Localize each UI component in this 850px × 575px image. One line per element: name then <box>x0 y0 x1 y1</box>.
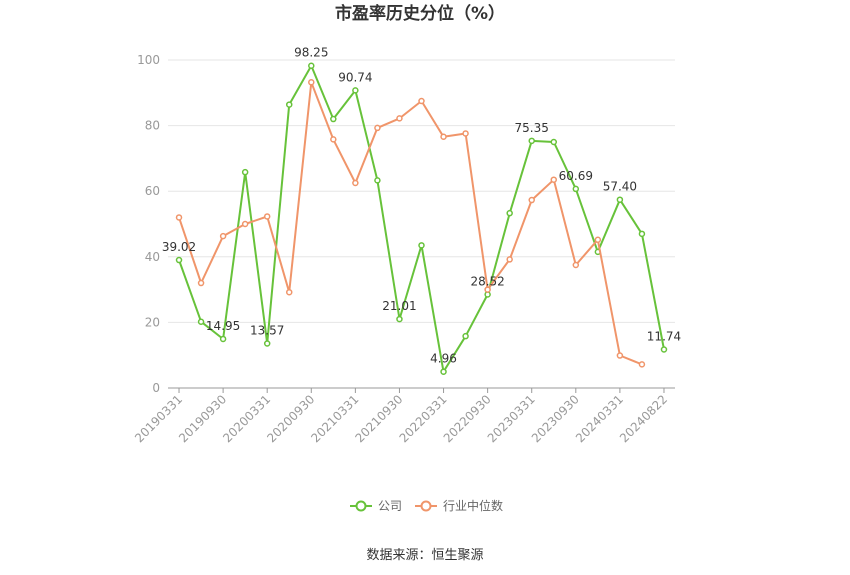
data-point <box>330 115 337 123</box>
data-point <box>616 196 624 203</box>
data-point <box>285 101 293 108</box>
data-label: 21.01 <box>382 299 416 313</box>
data-label: 28.52 <box>470 274 504 288</box>
data-point <box>484 286 491 293</box>
data-point <box>528 196 535 204</box>
data-point <box>638 361 646 368</box>
data-point <box>594 236 602 243</box>
data-point <box>219 335 227 343</box>
data-point <box>550 176 558 183</box>
y-tick-label: 60 <box>145 184 160 198</box>
data-point <box>197 318 205 325</box>
data-label: 14.95 <box>206 319 240 333</box>
data-point <box>396 115 403 122</box>
data-point <box>241 168 249 176</box>
data-label: 75.35 <box>515 121 549 135</box>
grid <box>168 59 675 323</box>
data-point <box>241 220 249 228</box>
data-point <box>506 256 513 263</box>
legend-label: 行业中位数 <box>443 498 503 513</box>
data-point <box>616 352 624 359</box>
data-point <box>462 130 469 137</box>
y-tick-label: 40 <box>145 250 160 264</box>
data-source: 数据来源：恒生聚源 <box>366 548 483 563</box>
data-point <box>308 79 315 86</box>
data-point <box>330 136 337 143</box>
data-point <box>285 288 293 296</box>
data-point <box>175 256 183 264</box>
y-tick-label: 100 <box>137 53 160 67</box>
data-point <box>440 368 447 375</box>
y-tick-label: 0 <box>152 381 160 395</box>
data-label: 57.40 <box>603 180 637 194</box>
y-tick-label: 80 <box>145 119 160 133</box>
data-point <box>528 137 535 145</box>
data-point <box>197 279 205 287</box>
x-tick-label: 20240822 <box>617 392 670 445</box>
legend-marker <box>355 500 367 512</box>
data-label: 11.74 <box>647 329 681 343</box>
data-point <box>175 214 183 221</box>
data-point <box>374 177 381 184</box>
series <box>175 62 668 375</box>
data-point <box>506 209 513 217</box>
legend-label: 公司 <box>378 499 402 513</box>
series-line <box>178 81 643 366</box>
data-point <box>352 87 359 94</box>
data-point <box>263 340 271 347</box>
data-point <box>219 232 227 240</box>
data-point <box>550 138 558 146</box>
data-point <box>572 261 580 269</box>
data-point <box>263 213 271 220</box>
data-point <box>572 185 580 193</box>
legend-item[interactable]: 公司 <box>350 499 402 513</box>
data-point <box>418 242 425 249</box>
legend-marker <box>420 500 432 512</box>
data-point <box>660 346 668 353</box>
data-point <box>462 332 469 340</box>
y-tick-label: 20 <box>145 315 160 329</box>
data-label: 90.74 <box>338 70 372 84</box>
data-label: 4.96 <box>430 352 457 366</box>
axes: 0204060801002019033120190930202003312020… <box>132 53 675 445</box>
data-point <box>638 230 646 238</box>
data-label: 13.57 <box>250 323 284 337</box>
chart-title: 市盈率历史分位（%） <box>335 3 505 24</box>
data-point <box>374 124 381 132</box>
data-label: 39.02 <box>162 240 196 254</box>
data-label: 60.69 <box>559 169 593 183</box>
data-point <box>352 179 359 187</box>
data-labels: 39.02 14.95 13.57 98.25 90.74 21.01 4.96 28.52 7… <box>162 46 681 366</box>
legend-item[interactable]: 行业中位数 <box>415 498 503 513</box>
data-label: 98.25 <box>294 46 328 60</box>
data-point <box>308 62 315 69</box>
data-point <box>396 315 403 323</box>
legend[interactable]: 公司 行业中位数 <box>350 498 503 513</box>
data-point <box>440 133 447 141</box>
data-point <box>418 97 425 105</box>
